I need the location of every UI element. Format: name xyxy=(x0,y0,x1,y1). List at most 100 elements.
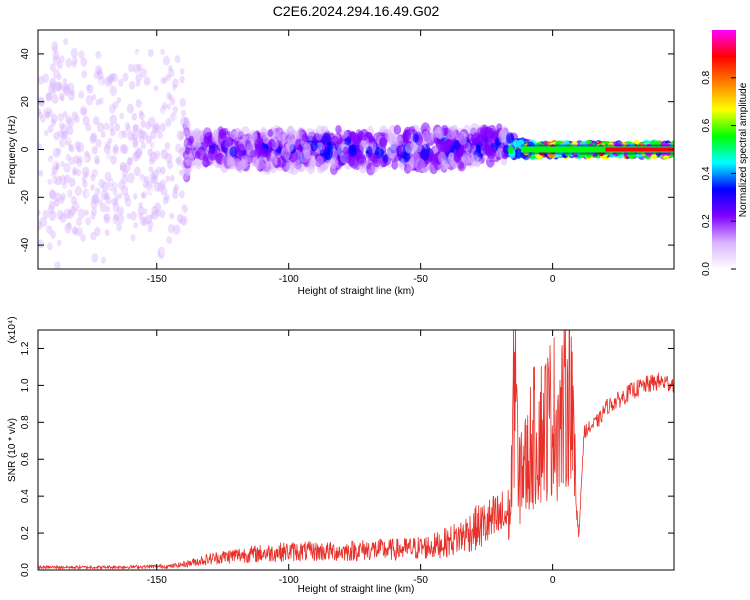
spectrogram-cell xyxy=(70,195,78,205)
spectrogram-cell xyxy=(112,101,119,110)
spectrogram-cell xyxy=(134,48,140,56)
spectrogram-cell xyxy=(380,137,387,147)
snr-series-line xyxy=(38,330,674,570)
spectrogram-cell xyxy=(75,217,82,226)
spectrogram-cell xyxy=(226,155,234,166)
spectrogram-cell xyxy=(252,157,259,168)
spectrogram-cell xyxy=(52,55,61,66)
spectrogram-cell xyxy=(68,144,73,151)
spectrogram-cell xyxy=(216,152,225,165)
spectrogram-cell xyxy=(52,147,60,158)
spectrogram-cell xyxy=(38,239,44,249)
spectrogram-cell xyxy=(57,129,64,139)
spectrogram-cell xyxy=(112,144,119,153)
spectrogram-cell xyxy=(130,211,137,221)
spectrogram-cell xyxy=(317,135,324,143)
spectrogram-cell xyxy=(56,239,62,247)
spectrogram-cell xyxy=(52,177,58,185)
spectrogram-cell xyxy=(159,179,167,189)
spectrogram-cell xyxy=(136,63,143,72)
spectrogram-cell xyxy=(127,172,135,184)
spectrogram-cell xyxy=(260,128,268,140)
spectrogram-cell xyxy=(124,197,132,207)
spectrogram-cell xyxy=(234,128,242,138)
spectrogram-cell xyxy=(99,202,107,213)
spectrogram-cell xyxy=(60,192,66,201)
spectrogram-cell xyxy=(134,148,143,159)
spectrogram-cell xyxy=(118,180,126,190)
spectrogram-cell xyxy=(109,72,116,81)
spectrogram-cell xyxy=(93,71,99,80)
spectrogram-cell xyxy=(38,200,44,207)
spectrogram-cell xyxy=(48,84,56,94)
spectrogram-cell xyxy=(153,150,161,160)
spectrogram-cell xyxy=(329,132,335,141)
snr-y-tick-label: 0.6 xyxy=(20,452,31,466)
spectrogram-cell xyxy=(76,158,83,168)
spectrogram-cell xyxy=(97,79,103,88)
spectrogram-cell xyxy=(52,58,60,69)
spectrogram-cell xyxy=(48,49,56,60)
spectrogram-cell xyxy=(427,152,435,162)
spectrogram-cell xyxy=(406,160,415,172)
spectrogram-x-tick-label: -150 xyxy=(147,274,167,285)
spectrogram-y-ticks: -40 -20 0 20 40 xyxy=(20,48,674,252)
spectrogram-cell xyxy=(161,114,168,122)
spectrogram-cell xyxy=(117,197,124,207)
spectrogram-cell xyxy=(172,84,177,91)
spectrogram-cell xyxy=(62,86,71,97)
spectrogram-cell xyxy=(162,55,170,66)
spectrogram-cell xyxy=(153,202,162,213)
spectrogram-cell xyxy=(358,162,367,174)
spectrogram-cell xyxy=(75,219,81,227)
spectrogram-cell xyxy=(73,155,80,165)
spectrogram-cell xyxy=(183,116,189,124)
spectrogram-cell xyxy=(183,156,192,169)
spectrogram-cell xyxy=(103,144,111,154)
spectrogram-cell xyxy=(144,214,152,225)
spectrogram-cell xyxy=(125,124,131,132)
spectrogram-cell xyxy=(351,132,360,145)
spectrogram-cell xyxy=(38,143,43,150)
spectrogram-cell xyxy=(146,84,152,92)
spectrogram-cell xyxy=(358,156,365,165)
spectrogram-cell xyxy=(157,246,166,258)
spectrogram-cell xyxy=(148,166,154,173)
spectrogram-cell xyxy=(138,128,144,135)
spectrogram-cell xyxy=(440,159,449,171)
spectrogram-y-tick-label: 40 xyxy=(20,48,31,60)
spectrogram-cell xyxy=(42,152,47,159)
spectrogram-cell xyxy=(44,111,51,119)
spectrogram-cell xyxy=(139,67,147,79)
spectrogram-cell xyxy=(47,210,54,219)
spectrogram-cell xyxy=(84,150,90,158)
spectrogram-cell xyxy=(151,208,159,219)
snr-x-tick-label: -150 xyxy=(147,575,167,586)
colorbar-tick-label: 0.8 xyxy=(701,70,712,84)
spectrogram-cell xyxy=(390,137,396,145)
spectrogram-cell xyxy=(126,157,133,165)
spectrogram-cell xyxy=(125,52,131,60)
spectrogram-cell xyxy=(69,58,75,66)
spectrogram-cell xyxy=(113,212,119,221)
spectrogram-cell xyxy=(139,33,147,44)
spectrogram-cell xyxy=(108,123,114,131)
spectrogram-cell xyxy=(60,160,65,168)
spectrogram-cell xyxy=(160,149,168,160)
spectrogram-cell xyxy=(179,97,187,107)
spectrogram-cell xyxy=(51,164,59,174)
spectrogram-cell xyxy=(90,132,98,143)
spectrogram-cell xyxy=(141,130,148,140)
snr-marks xyxy=(38,330,674,570)
spectrogram-cell xyxy=(66,189,73,198)
spectrogram-cell xyxy=(54,81,62,92)
spectrogram-cell xyxy=(164,117,172,127)
spectrogram-cell xyxy=(145,239,150,246)
spectrogram-cell xyxy=(116,131,124,142)
spectrogram-cell xyxy=(180,109,187,117)
spectrogram-cell xyxy=(65,136,72,146)
spectrogram-cell xyxy=(122,232,130,243)
spectrogram-cell xyxy=(116,200,123,209)
spectrogram-cell xyxy=(138,135,145,144)
spectrogram-cell xyxy=(108,74,115,83)
